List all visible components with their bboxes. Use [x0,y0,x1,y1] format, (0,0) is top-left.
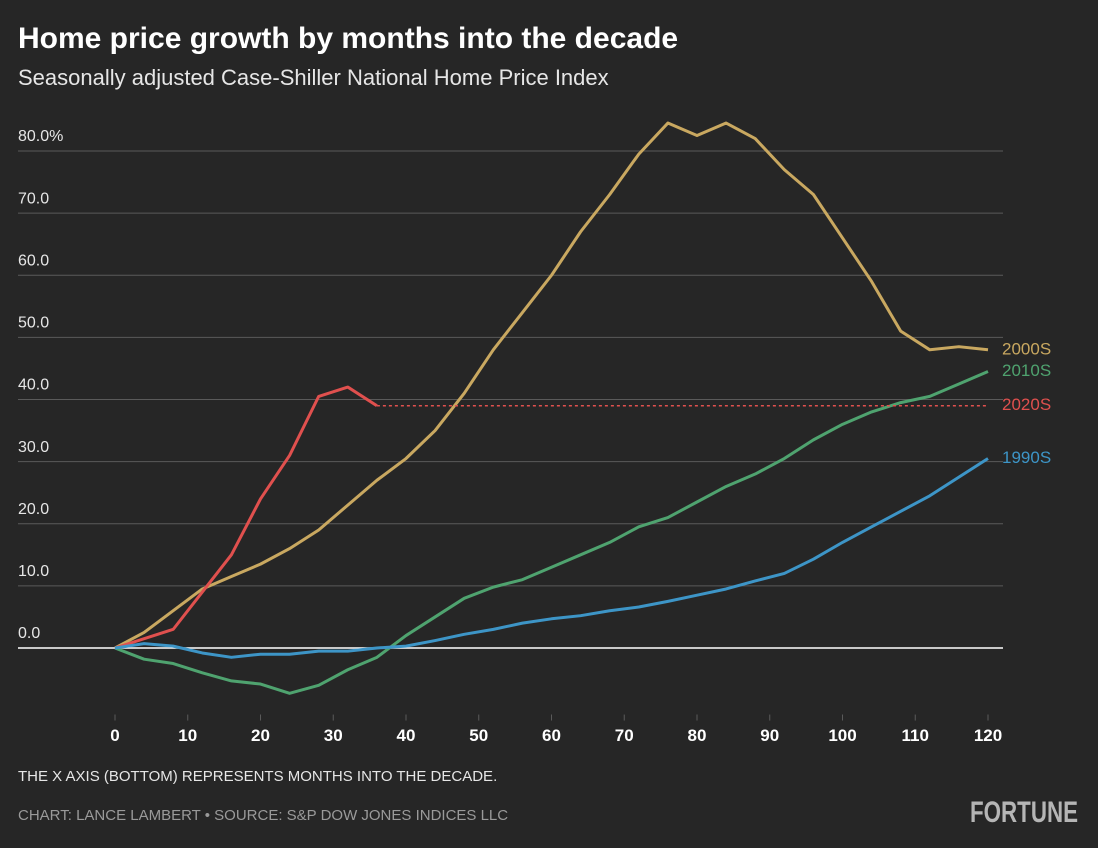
x-tick-label: 70 [615,726,634,745]
x-tick-label: 40 [397,726,416,745]
x-tick-label: 100 [828,726,856,745]
y-tick-label: 30.0 [18,439,49,456]
x-tick-label: 120 [974,726,1002,745]
series-line [114,121,989,650]
x-tick-label: 90 [760,726,779,745]
series-line [114,370,989,695]
note: THE X AXIS (BOTTOM) REPRESENTS MONTHS IN… [18,768,497,785]
y-tick-label: 70.0 [18,190,49,207]
x-tick-label: 50 [469,726,488,745]
series-label: 1990S [1002,448,1051,467]
series-label: 2020S [1002,395,1051,414]
source: CHART: LANCE LAMBERT • SOURCE: S&P DOW J… [18,807,508,824]
y-tick-label: 40.0 [18,377,49,394]
x-tick-label: 30 [324,726,343,745]
chart-title: Home price growth by months into the dec… [18,22,678,55]
series-label: 2010S [1002,361,1051,380]
x-tick-label: 0 [110,726,119,745]
chart-subtitle: Seasonally adjusted Case-Shiller Nationa… [18,65,609,90]
x-tick-label: 10 [178,726,197,745]
x-tick-label: 80 [688,726,707,745]
y-tick-label: 80.0% [18,128,63,145]
y-tick-label: 20.0 [18,501,49,518]
y-tick-label: 0.0 [18,625,40,642]
x-tick-label: 110 [902,726,929,745]
brand-logo: FORTUNE [970,796,1078,829]
y-tick-label: 10.0 [18,563,49,580]
series-line [114,457,989,659]
series-line [114,385,378,650]
y-tick-label: 60.0 [18,252,49,269]
x-tick-label: 20 [251,726,270,745]
y-tick-label: 50.0 [18,315,49,332]
series-label: 2000S [1002,339,1051,358]
x-tick-label: 60 [542,726,561,745]
